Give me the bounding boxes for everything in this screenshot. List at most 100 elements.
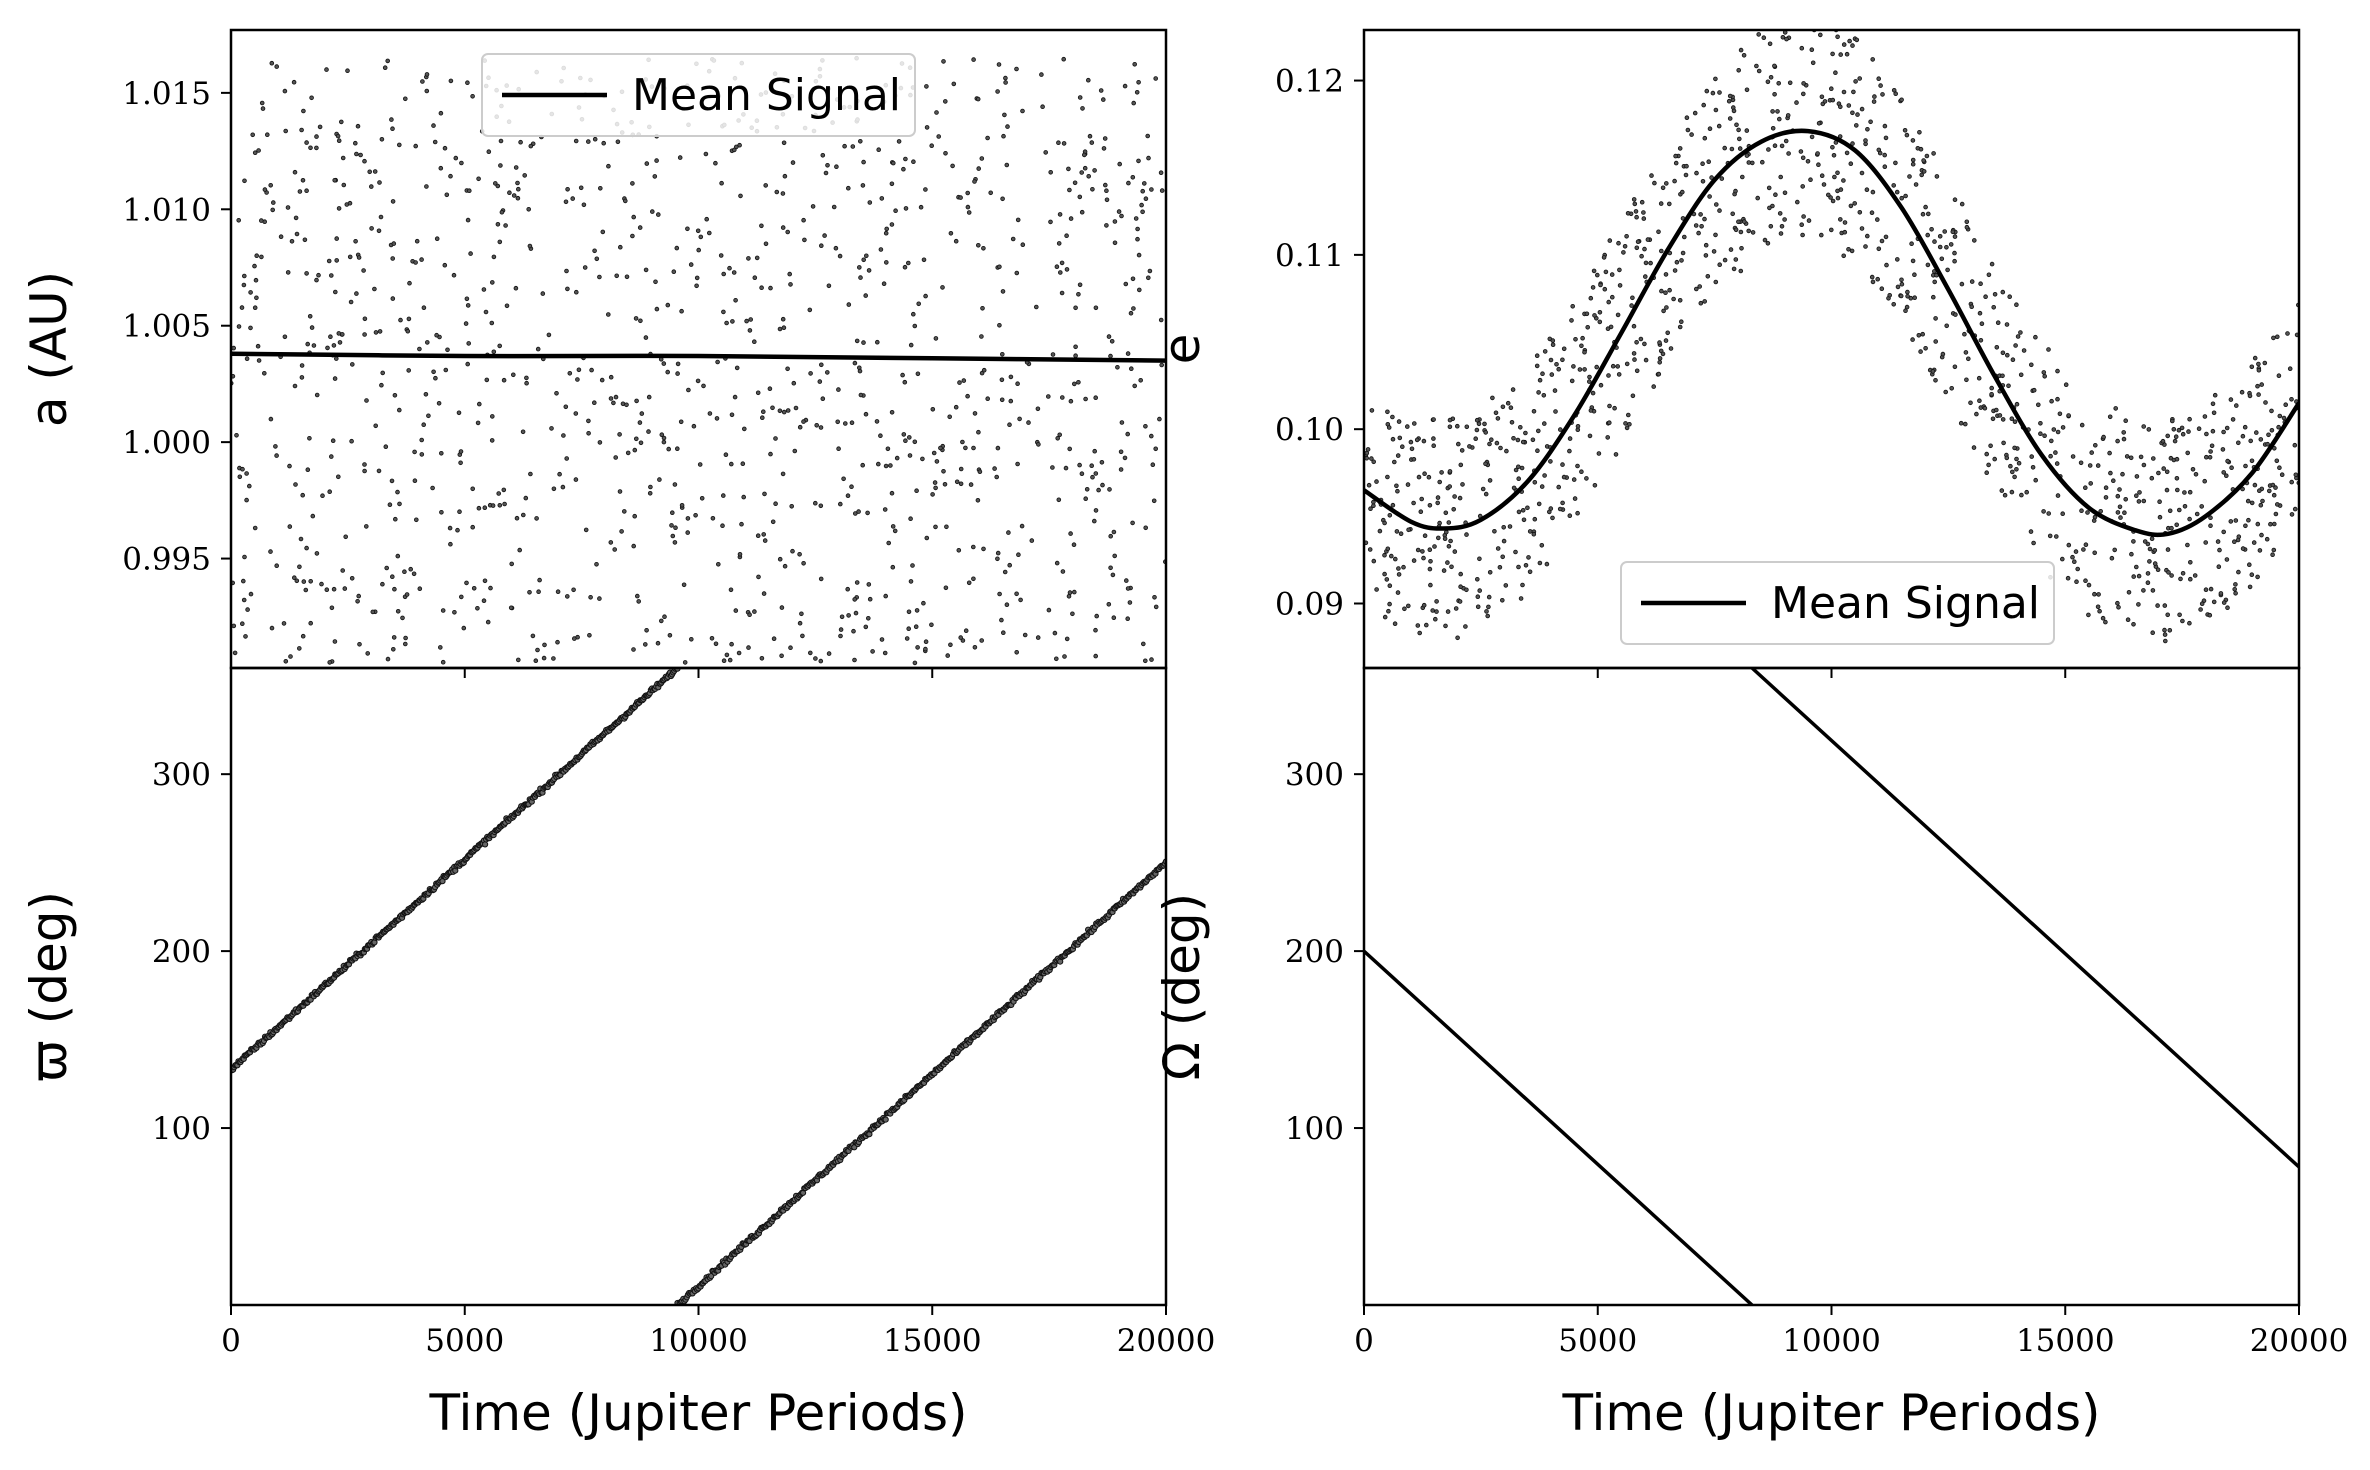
scatter-point <box>1605 326 1611 332</box>
scatter-point <box>1921 169 1927 174</box>
scatter-point <box>2136 499 2142 504</box>
scatter-point <box>2185 542 2190 548</box>
scatter-point <box>1953 312 1958 317</box>
scatter-point <box>1693 223 1699 228</box>
scatter-point <box>608 540 614 545</box>
scatter-point <box>992 466 997 471</box>
scatter-point <box>1406 527 1411 533</box>
scatter-point <box>752 275 758 281</box>
scatter-point <box>930 406 936 412</box>
scatter-point <box>1495 546 1501 551</box>
scatter-point <box>1157 416 1162 422</box>
scatter-point <box>1776 81 1781 86</box>
scatter-point <box>305 341 311 347</box>
scatter-point <box>1830 97 1836 103</box>
scatter-point <box>673 525 678 530</box>
scatter-point <box>2015 334 2021 339</box>
scatter-point <box>1607 238 1613 243</box>
scatter-point <box>419 452 425 457</box>
scatter-point <box>1677 324 1683 330</box>
scatter-point <box>861 340 866 345</box>
scatter-point <box>1029 538 1035 543</box>
scatter-point <box>999 397 1005 403</box>
scatter-point <box>231 623 237 629</box>
scatter-point <box>638 440 644 446</box>
scatter-point <box>2150 630 2156 635</box>
scatter-point <box>1913 182 1919 187</box>
scatter-point <box>1710 90 1716 96</box>
scatter-point <box>354 151 359 157</box>
scatter-point <box>1584 476 1589 481</box>
scatter-point <box>1766 147 1771 152</box>
scatter-point <box>329 605 335 611</box>
scatter-point <box>395 553 401 559</box>
scatter-point <box>1077 462 1082 468</box>
scatter-point <box>1923 345 1928 351</box>
scatter-point <box>2190 466 2196 472</box>
scatter-point <box>1090 474 1095 480</box>
scatter-point <box>812 500 818 506</box>
scatter-point <box>1072 180 1078 186</box>
scatter-point <box>1717 262 1722 268</box>
scatter-point <box>838 633 843 639</box>
scatter-point <box>1703 253 1709 258</box>
scatter-point <box>849 420 855 426</box>
plot-area <box>231 668 1166 1305</box>
scatter-point <box>414 238 420 244</box>
scatter-point <box>1136 158 1141 164</box>
scatter-point <box>759 285 764 291</box>
scatter-point <box>875 461 881 467</box>
scatter-point <box>1630 295 1635 301</box>
scatter-point <box>903 438 908 444</box>
scatter-point <box>243 634 248 639</box>
scatter-point <box>785 229 790 235</box>
scatter-point <box>244 497 249 503</box>
scatter-point <box>2245 498 2251 504</box>
scatter-point <box>561 433 566 438</box>
scatter-point <box>1527 569 1533 575</box>
scatter-point <box>1990 416 1996 422</box>
scatter-point <box>1455 423 1460 429</box>
scatter-point <box>1631 197 1637 202</box>
scatter-point <box>1457 599 1463 604</box>
scatter-point <box>1895 257 1900 262</box>
scatter-point <box>242 554 247 560</box>
scatter-point <box>261 370 267 376</box>
scatter-point <box>999 351 1005 357</box>
scatter-point <box>979 156 985 161</box>
scatter-point <box>1536 390 1541 395</box>
scatter-point <box>1910 161 1916 167</box>
scatter-point <box>1147 268 1153 274</box>
scatter-point <box>1736 68 1741 73</box>
scatter-point <box>850 144 856 149</box>
scatter-point <box>674 245 680 251</box>
scatter-point <box>1136 252 1142 258</box>
scatter-point <box>236 218 242 223</box>
scatter-point <box>634 593 640 599</box>
scatter-point <box>724 320 729 326</box>
scatter-point <box>915 645 920 650</box>
scatter-point <box>1728 247 1734 252</box>
scatter-point <box>264 132 270 138</box>
scatter-point <box>1624 425 1630 431</box>
scatter-point <box>865 510 870 516</box>
scatter-point <box>252 305 258 311</box>
scatter-point <box>866 268 872 273</box>
scatter-point <box>495 183 501 189</box>
scatter-point <box>332 639 338 644</box>
scatter-point <box>851 628 856 634</box>
scatter-point <box>1772 63 1777 69</box>
scatter-point <box>1430 608 1435 613</box>
scatter-point <box>2145 580 2151 585</box>
scatter-point <box>527 243 533 249</box>
scatter-point <box>1972 238 1977 243</box>
scatter-point <box>655 212 661 217</box>
scatter-point <box>373 330 379 335</box>
scatter-point <box>2079 422 2085 428</box>
scatter-point <box>2136 602 2141 607</box>
scatter-point <box>658 618 664 624</box>
scatter-point <box>852 597 857 602</box>
scatter-point <box>1108 565 1113 571</box>
scatter-point <box>2283 402 2289 408</box>
scatter-point <box>2001 440 2006 446</box>
